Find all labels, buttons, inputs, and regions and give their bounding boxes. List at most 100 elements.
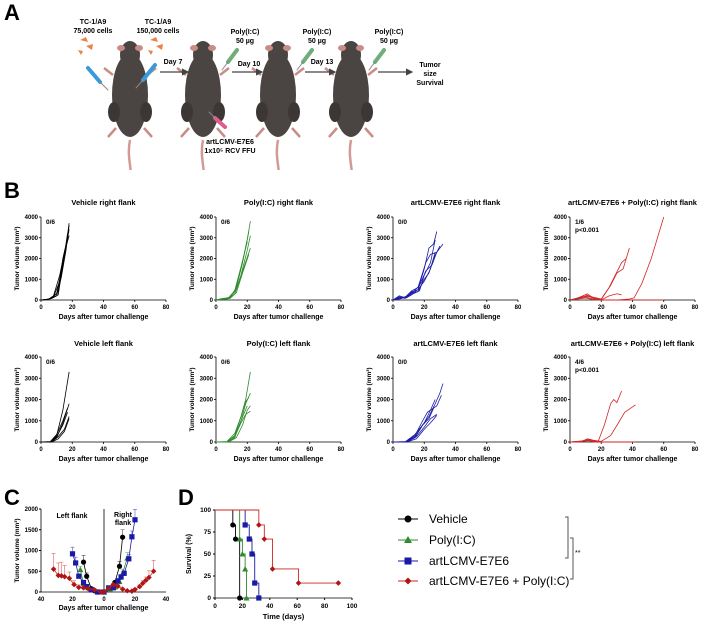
y-tick-label: 0 bbox=[210, 298, 214, 304]
data-point bbox=[88, 587, 94, 593]
y-axis-label: Tumor volume (mm³) bbox=[543, 367, 550, 431]
data-point bbox=[139, 580, 146, 587]
annotation: 4/6 bbox=[575, 359, 584, 366]
legend-artlcmv: artLCMV-E7E6 bbox=[398, 553, 509, 569]
x-axis-label: Days after tumor challenge bbox=[59, 456, 149, 463]
cell-line: TC-1/A9 bbox=[144, 19, 172, 26]
cell-count: 75,000 cells bbox=[73, 28, 113, 35]
y-tick-label: 0 bbox=[387, 298, 391, 304]
y-tick-label: 3000 bbox=[25, 236, 39, 242]
data-point bbox=[84, 573, 90, 579]
survival-curve bbox=[215, 509, 339, 584]
x-tick-label: 20 bbox=[421, 447, 428, 453]
panel-label-a: A bbox=[4, 0, 20, 25]
endpoint-line: size bbox=[423, 71, 437, 78]
data-point bbox=[120, 534, 126, 540]
endpoint-line: Survival bbox=[416, 80, 444, 87]
data-point bbox=[80, 559, 87, 565]
chart-title: artLCMV-E7E6 + Poly(I:C) left flank bbox=[571, 339, 695, 348]
y-tick-label: 50 bbox=[204, 551, 212, 558]
tumor-cells-icon bbox=[78, 37, 163, 55]
mouse-growth-curve bbox=[40, 237, 68, 301]
y-tick-label: 75 bbox=[204, 529, 212, 536]
dose: 50 µg bbox=[379, 38, 399, 45]
legend-label: Poly(I:C) bbox=[429, 533, 476, 547]
x-tick-label: 40 bbox=[452, 305, 459, 311]
data-point bbox=[105, 585, 112, 592]
data-point bbox=[132, 586, 138, 593]
mouse-growth-curve bbox=[40, 223, 70, 301]
mouse-growth-curve bbox=[392, 245, 441, 301]
annotation: 0/0 bbox=[398, 359, 407, 366]
polyic-dose-1: Poly(I:C) 50 µg bbox=[225, 28, 265, 46]
annotation: 1/6 bbox=[575, 219, 584, 226]
annotation: 0/6 bbox=[46, 359, 55, 366]
panel-label-d: D bbox=[178, 485, 194, 510]
y-tick-label: 3000 bbox=[200, 376, 214, 382]
endpoint-line: Tumor bbox=[419, 62, 441, 69]
x-tick-label: 20 bbox=[239, 603, 247, 610]
data-point bbox=[80, 585, 87, 591]
drug: Poly(I:C) bbox=[230, 29, 260, 36]
survival-marker bbox=[230, 522, 236, 528]
data-point bbox=[55, 572, 62, 579]
y-tick-label: 3000 bbox=[25, 376, 39, 382]
x-tick-label: 40 bbox=[275, 305, 282, 311]
data-point bbox=[76, 584, 82, 591]
annotation: 0/0 bbox=[398, 219, 407, 226]
mouse-growth-curve bbox=[570, 390, 622, 443]
data-point bbox=[84, 584, 90, 590]
x-axis-label: Days after tumor challenge bbox=[411, 456, 501, 463]
data-point bbox=[98, 589, 104, 595]
y-tick-label: 4000 bbox=[200, 355, 214, 361]
y-axis-label: Tumor volume (mm³) bbox=[14, 518, 21, 582]
data-point bbox=[150, 568, 157, 575]
panel-label-b: B bbox=[4, 178, 20, 203]
left-flank-label: Left flank bbox=[56, 513, 87, 520]
data-point bbox=[77, 566, 84, 573]
x-tick-label: 20 bbox=[69, 597, 76, 603]
y-tick-label: 0 bbox=[387, 440, 391, 446]
mouse-growth-curve bbox=[570, 404, 636, 443]
chart-title: artLCMV-E7E6 left flank bbox=[413, 339, 498, 348]
mouse-growth-curve bbox=[40, 235, 70, 301]
survival-curve bbox=[215, 509, 241, 598]
data-point bbox=[124, 587, 131, 594]
significance-bracket bbox=[565, 516, 574, 580]
x-tick-label: 20 bbox=[598, 447, 605, 453]
y-tick-label: 0 bbox=[210, 440, 214, 446]
data-point bbox=[129, 534, 135, 540]
y-tick-label: 2000 bbox=[25, 257, 39, 263]
x-tick-label: 20 bbox=[69, 305, 76, 311]
day13-label: Day 13 bbox=[310, 59, 334, 66]
y-axis-label: Survival (%) bbox=[186, 534, 193, 574]
day10-label: Day 10 bbox=[237, 61, 261, 68]
annotation: 0/6 bbox=[221, 219, 230, 226]
square-marker-icon bbox=[398, 557, 418, 565]
chart-title: Vehicle left flank bbox=[74, 339, 134, 348]
data-point bbox=[115, 578, 121, 584]
x-tick-label: 80 bbox=[692, 305, 699, 311]
y-tick-label: 1000 bbox=[25, 419, 39, 425]
x-tick-label: 0 bbox=[568, 447, 572, 453]
x-tick-label: 80 bbox=[321, 603, 329, 610]
y-tick-label: 3000 bbox=[377, 376, 391, 382]
x-tick-label: 60 bbox=[306, 447, 313, 453]
cell-count: 150,000 cells bbox=[136, 28, 180, 35]
y-tick-label: 0 bbox=[35, 440, 39, 446]
right-flank-label: Right bbox=[114, 512, 133, 519]
data-point bbox=[146, 574, 152, 581]
y-axis-label: Tumor volume (mm³) bbox=[189, 226, 196, 290]
x-tick-label: 20 bbox=[598, 305, 605, 311]
data-point bbox=[143, 577, 149, 584]
y-tick-label: 500 bbox=[28, 569, 39, 575]
mouse-growth-curve bbox=[215, 241, 248, 301]
x-tick-label: 80 bbox=[338, 305, 345, 311]
significance-marker: ** bbox=[575, 550, 581, 557]
y-tick-label: 3000 bbox=[554, 236, 568, 242]
chart-title: Vehicle right flank bbox=[71, 198, 136, 207]
x-tick-label: 80 bbox=[692, 447, 699, 453]
data-point bbox=[91, 587, 98, 593]
y-tick-label: 2000 bbox=[554, 257, 568, 263]
y-tick-label: 2000 bbox=[377, 398, 391, 404]
